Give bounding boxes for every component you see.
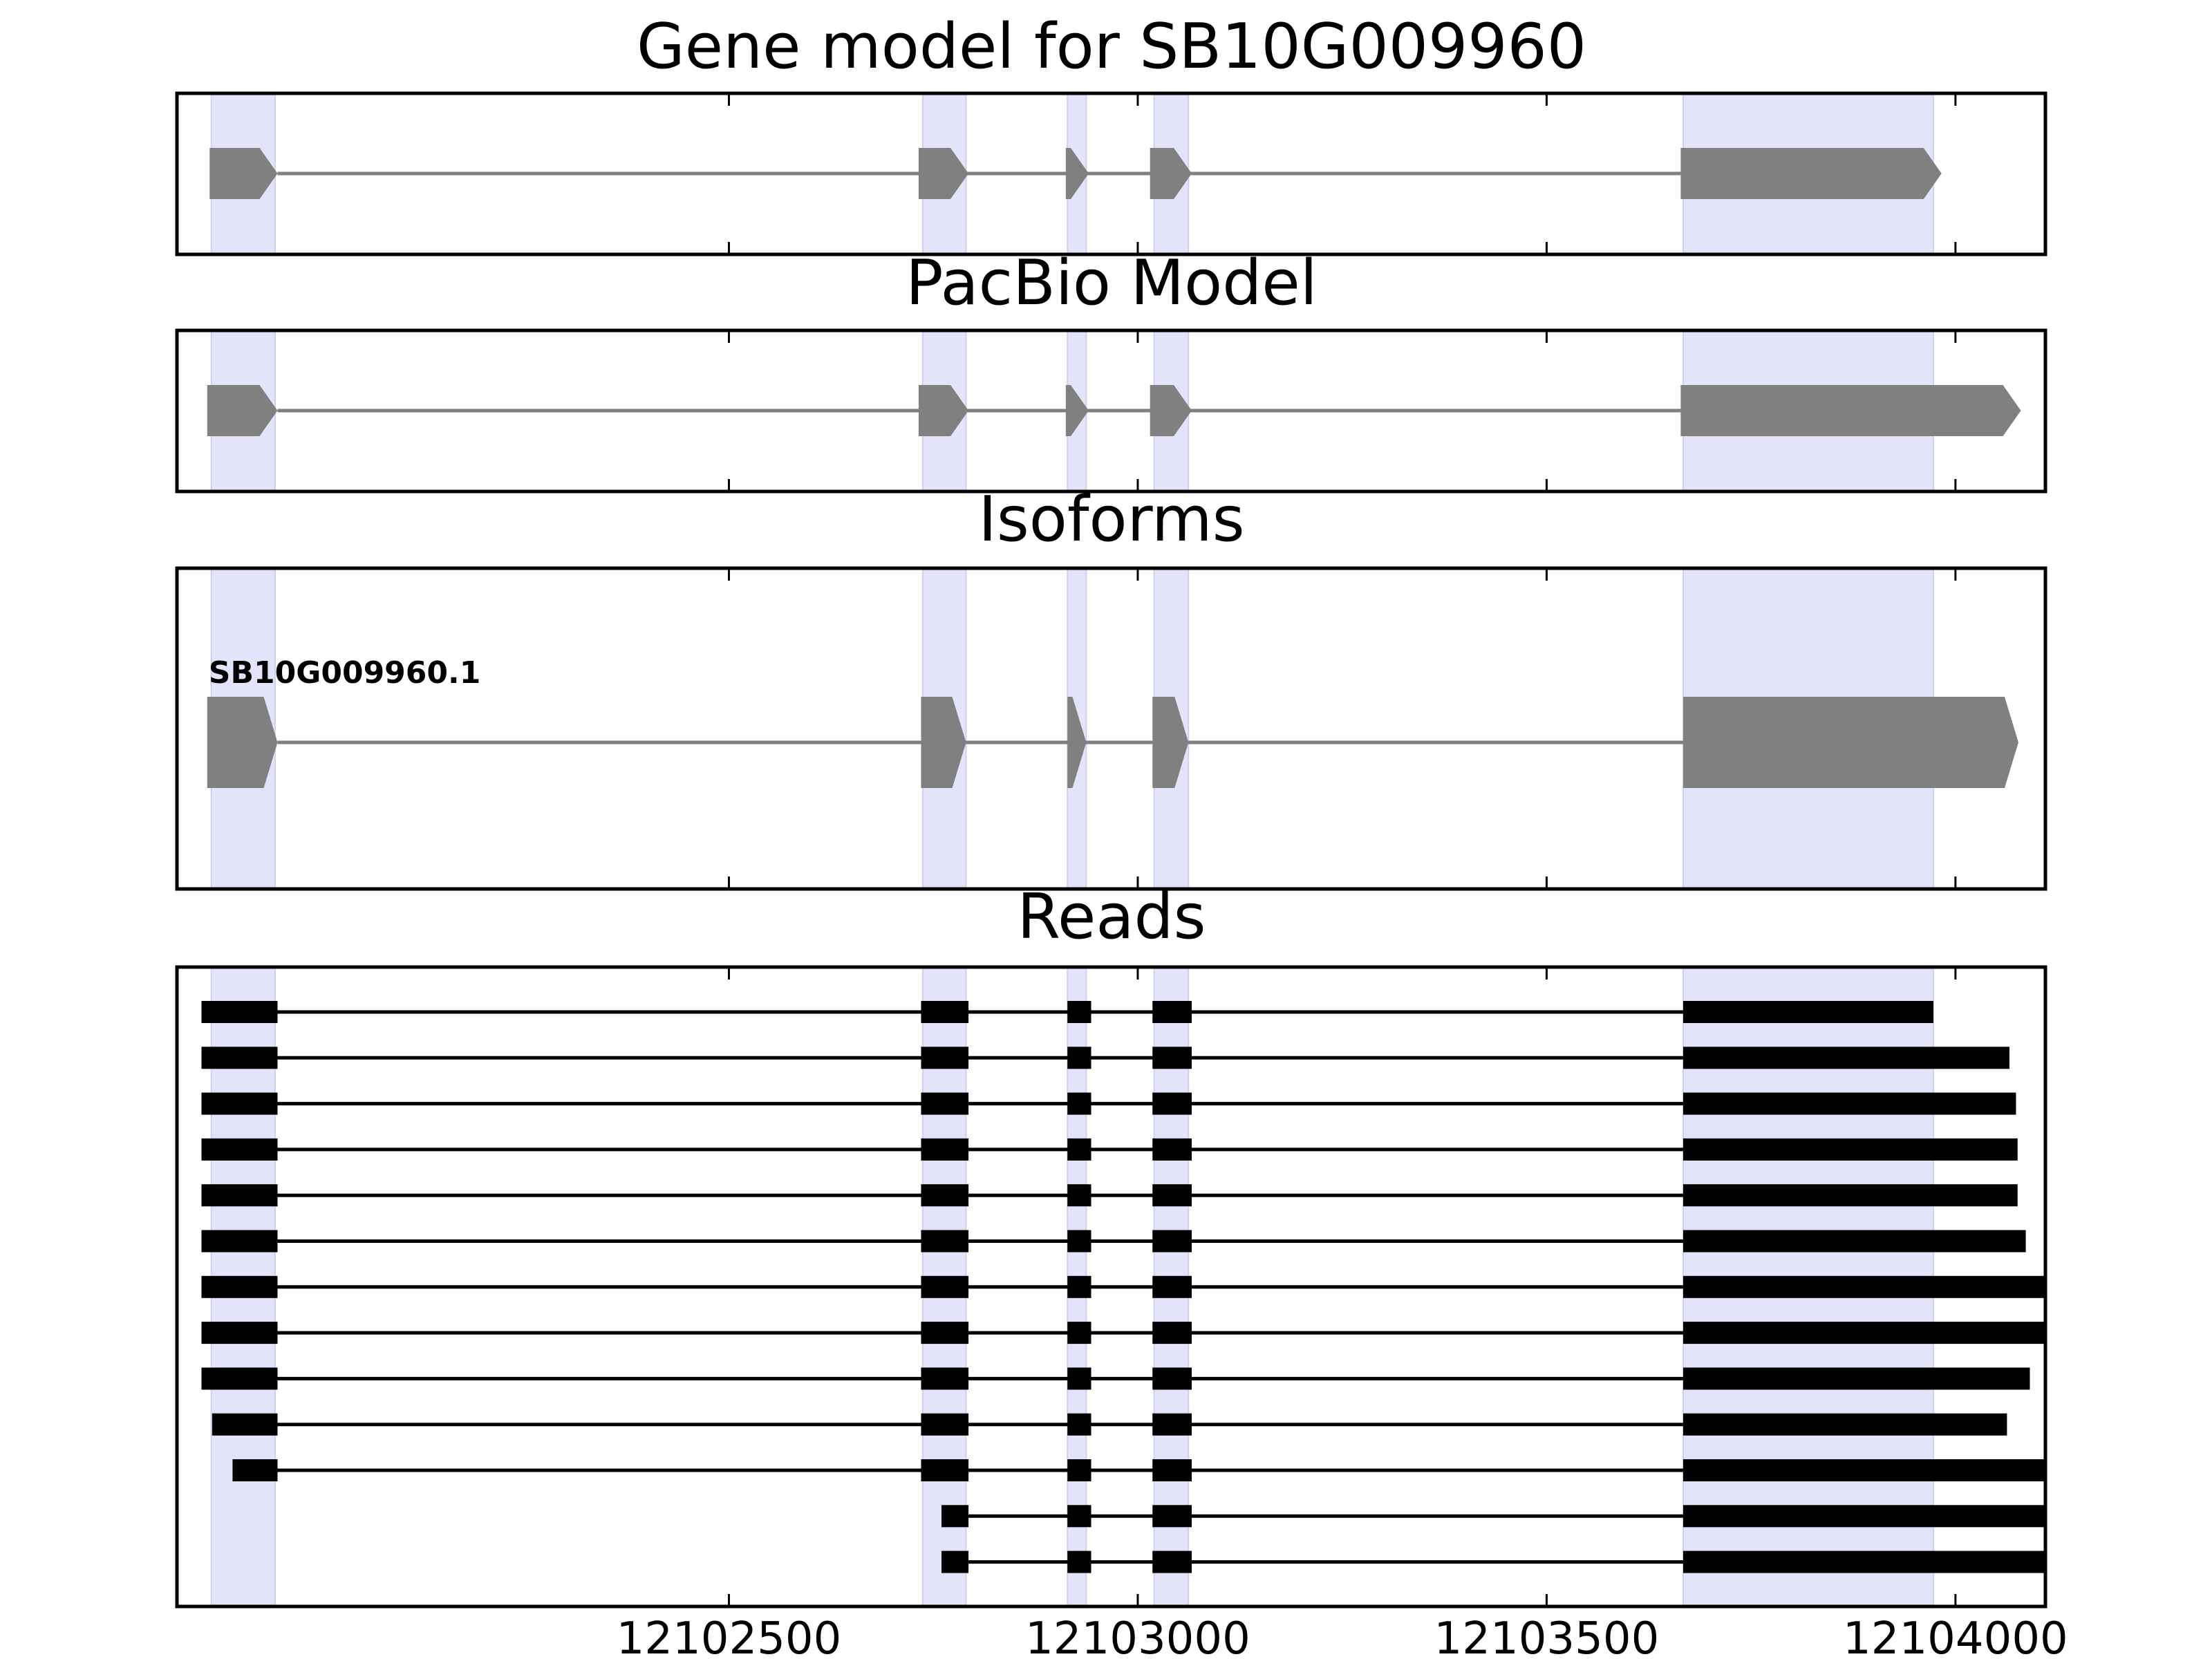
read-block xyxy=(1152,1505,1192,1528)
read-block xyxy=(1683,1505,2045,1528)
read-block xyxy=(921,1184,969,1207)
panel-title: PacBio Model xyxy=(906,247,1318,319)
exon-arrow xyxy=(1152,697,1189,788)
read-block xyxy=(1067,1138,1091,1161)
x-tick-label: 12103000 xyxy=(1025,1613,1250,1659)
read-block xyxy=(1683,1550,2045,1573)
read-block xyxy=(1067,1092,1091,1115)
exon-arrow xyxy=(1150,148,1192,199)
read-block xyxy=(1152,1047,1192,1069)
read-block xyxy=(1683,1459,2045,1481)
exon-arrow xyxy=(1150,385,1192,436)
read-block xyxy=(1067,1184,1091,1207)
exon-arrow xyxy=(921,697,966,788)
read-block xyxy=(1683,1184,2018,1207)
read-block xyxy=(921,1230,969,1253)
read-block xyxy=(1152,1184,1192,1207)
read-block xyxy=(1683,1001,1933,1023)
read-block xyxy=(921,1138,969,1161)
exon-arrow xyxy=(1065,148,1089,199)
read-block xyxy=(1683,1322,2045,1344)
read-block xyxy=(1067,1047,1091,1069)
read-block xyxy=(232,1459,278,1481)
read-block xyxy=(1152,1001,1192,1023)
exon-arrow xyxy=(207,697,278,788)
isoform-label: SB10G009960.1 xyxy=(209,655,481,691)
read-block xyxy=(201,1138,278,1161)
read-block xyxy=(1152,1230,1192,1253)
read-block xyxy=(1683,1230,2026,1253)
text-layer: Gene model for SB10G009960 PacBio Model SB… xyxy=(209,10,2068,1659)
exon-arrow xyxy=(1683,697,2018,788)
read-block xyxy=(1152,1322,1192,1344)
read-block xyxy=(201,1275,278,1298)
panel-frame xyxy=(175,566,2047,891)
read-block xyxy=(1152,1459,1192,1481)
panel-frame xyxy=(175,91,2047,256)
read-block xyxy=(921,1092,969,1115)
read-block xyxy=(921,1275,969,1298)
read-block xyxy=(201,1230,278,1253)
panel-title: Reads xyxy=(1017,881,1206,953)
exon-arrow xyxy=(918,385,969,436)
read-block xyxy=(1067,1275,1091,1298)
read-block xyxy=(1067,1413,1091,1436)
read-block xyxy=(201,1001,278,1023)
panel-frame xyxy=(175,328,2047,494)
read-block xyxy=(1067,1459,1091,1481)
read-block xyxy=(921,1459,969,1481)
read-block xyxy=(201,1047,278,1069)
feature-layer xyxy=(201,148,2045,1573)
read-block xyxy=(1683,1138,2018,1161)
exon-arrow xyxy=(918,148,969,199)
read-block xyxy=(941,1505,969,1528)
x-tick-label: 12104000 xyxy=(1843,1613,2068,1659)
exon-arrow xyxy=(1680,385,2021,436)
read-block xyxy=(1683,1367,2030,1390)
read-block xyxy=(1067,1001,1091,1023)
read-block xyxy=(1683,1413,2007,1436)
read-block xyxy=(201,1367,278,1390)
read-block xyxy=(921,1413,969,1436)
read-block xyxy=(941,1550,969,1573)
read-block xyxy=(1067,1367,1091,1390)
exon-arrow xyxy=(1067,697,1087,788)
exon-arrow xyxy=(1680,148,1942,199)
read-block xyxy=(201,1092,278,1115)
read-block xyxy=(1152,1413,1192,1436)
read-block xyxy=(1683,1092,2016,1115)
read-block xyxy=(201,1322,278,1344)
read-block xyxy=(921,1047,969,1069)
read-block xyxy=(921,1322,969,1344)
read-block xyxy=(212,1413,278,1436)
read-block xyxy=(1067,1230,1091,1253)
panel-title: Gene model for SB10G009960 xyxy=(637,10,1586,83)
read-block xyxy=(1152,1275,1192,1298)
read-block xyxy=(1067,1550,1091,1573)
exon-arrow xyxy=(207,385,278,436)
exon-arrow xyxy=(1065,385,1089,436)
panel-frame xyxy=(175,965,2047,1609)
panel-title: Isoforms xyxy=(978,483,1244,556)
read-block xyxy=(201,1184,278,1207)
read-block xyxy=(921,1001,969,1023)
read-block xyxy=(1067,1505,1091,1528)
read-block xyxy=(1683,1047,2009,1069)
read-block xyxy=(1152,1092,1192,1115)
frame-layer xyxy=(175,91,2047,1609)
read-block xyxy=(1067,1322,1091,1344)
read-block xyxy=(921,1367,969,1390)
exon-arrow xyxy=(209,148,278,199)
x-tick-label: 12102500 xyxy=(617,1613,842,1659)
read-block xyxy=(1683,1275,2045,1298)
read-block xyxy=(1152,1550,1192,1573)
x-tick-label: 12103500 xyxy=(1434,1613,1660,1659)
read-block xyxy=(1152,1367,1192,1390)
read-block xyxy=(1152,1138,1192,1161)
